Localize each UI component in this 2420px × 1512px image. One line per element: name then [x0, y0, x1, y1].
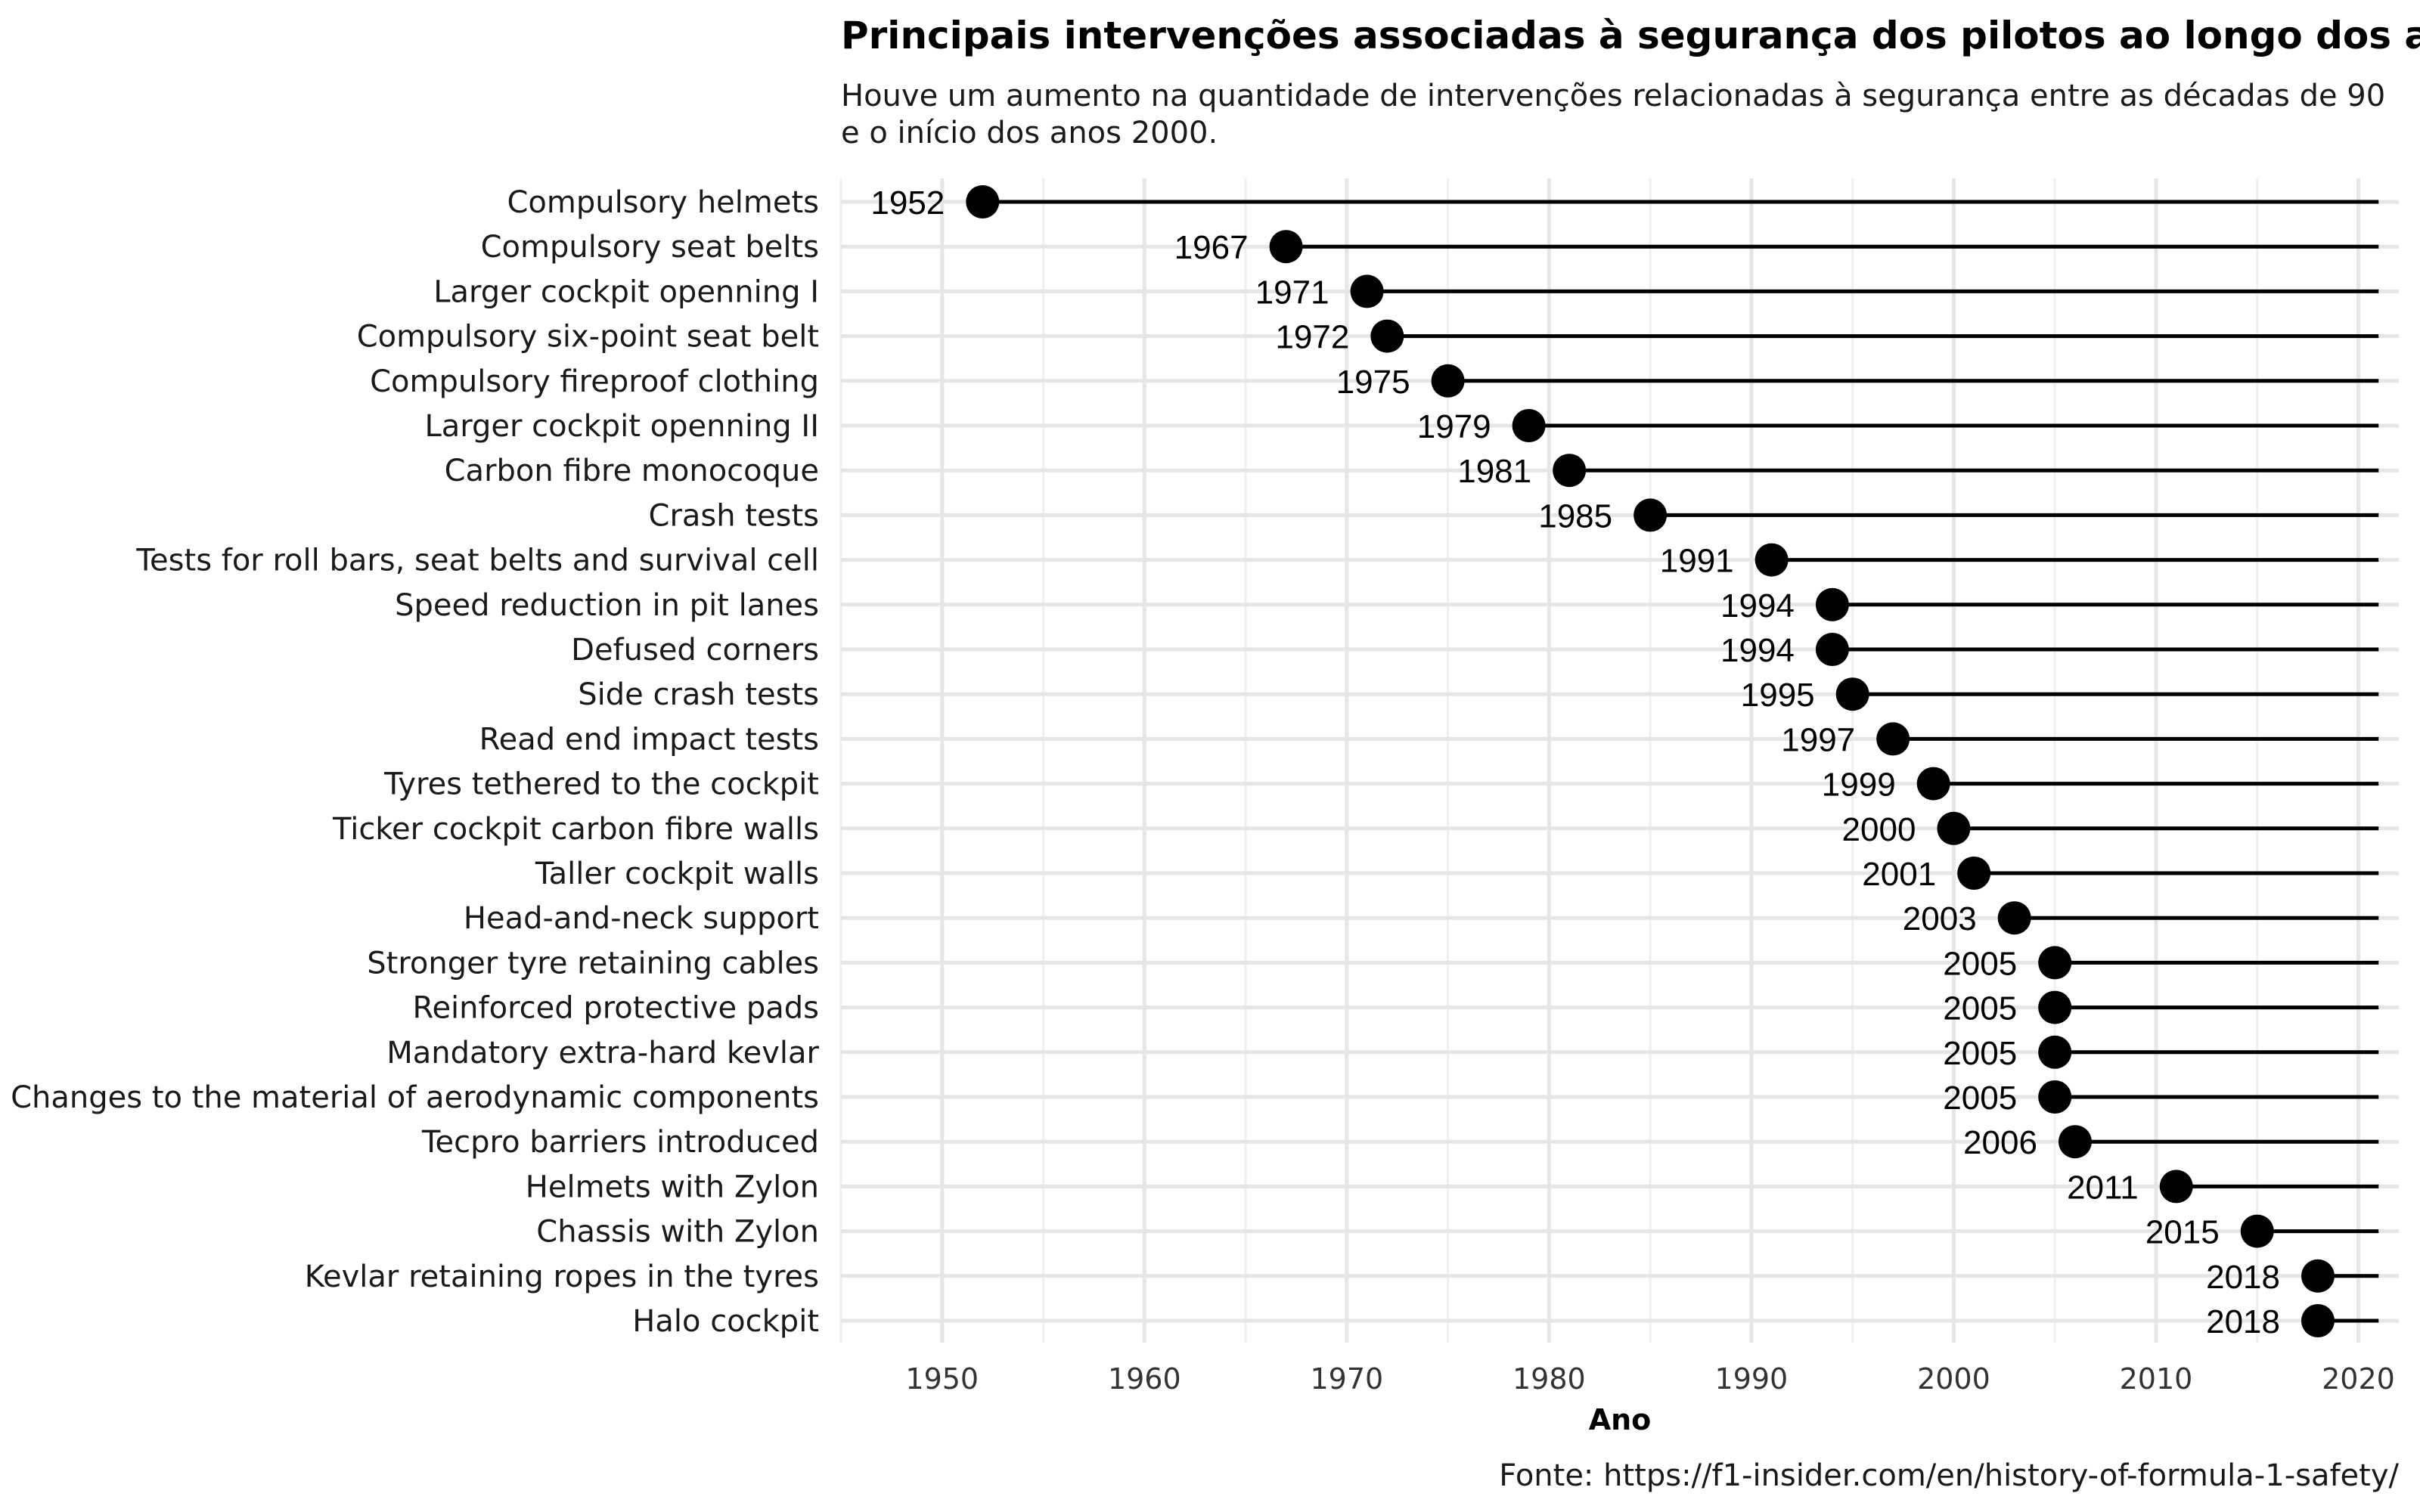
- lollipop-point: [2301, 1304, 2335, 1337]
- y-tick-label: Speed reduction in pit lanes: [395, 588, 819, 623]
- data-label: 1981: [1457, 453, 1531, 490]
- lollipop-point: [1876, 722, 1910, 756]
- lollipop-point: [2240, 1214, 2274, 1248]
- data-label: 1999: [1822, 767, 1896, 804]
- data-label: 1985: [1538, 497, 1612, 534]
- lollipop-point: [1815, 633, 1849, 666]
- data-label: 2011: [2067, 1169, 2139, 1206]
- lollipop-point: [2038, 1080, 2072, 1114]
- data-label: 2005: [1943, 945, 2017, 982]
- lollipop-point: [1916, 767, 1950, 801]
- chart-title: Principais intervenções associadas à seg…: [841, 14, 2420, 57]
- y-tick-label: Chassis with Zylon: [536, 1215, 819, 1250]
- lollipop-point: [1835, 677, 1869, 711]
- y-tick-label: Crash tests: [649, 498, 819, 533]
- y-tick-label: Compulsory fireproof clothing: [370, 364, 819, 399]
- y-tick-label: Tecpro barriers introduced: [421, 1125, 819, 1160]
- x-tick-label: 2020: [2322, 1362, 2395, 1396]
- y-tick-label: Kevlar retaining ropes in the tyres: [305, 1259, 819, 1294]
- lollipop-point: [1937, 811, 1971, 845]
- data-label: 1952: [870, 184, 945, 222]
- data-label: 1979: [1417, 408, 1491, 445]
- lollipop-point: [2301, 1259, 2335, 1293]
- lollipop-point: [2038, 990, 2072, 1024]
- y-tick-label: Side crash tests: [578, 677, 819, 712]
- y-tick-label: Mandatory extra-hard kevlar: [386, 1036, 819, 1070]
- lollipop-point: [1553, 454, 1587, 488]
- y-tick-label: Compulsory seat belts: [481, 230, 819, 265]
- y-axis-labels: Compulsory helmets Compulsory seat belts L…: [11, 185, 819, 1339]
- chart-caption: Fonte: https://f1-insider.com/en/history…: [1499, 1458, 2399, 1493]
- lollipop-point: [2058, 1125, 2092, 1159]
- lollipop-point: [1634, 498, 1668, 532]
- x-tick-label: 2010: [2120, 1362, 2193, 1396]
- lollipop-point: [1754, 543, 1789, 577]
- lollipop-point: [966, 185, 1000, 218]
- y-tick-label: Helmets with Zylon: [526, 1170, 819, 1204]
- data-label: 2001: [1862, 856, 1936, 893]
- lollipop-point: [1997, 901, 2031, 935]
- data-label: 2005: [1943, 990, 2017, 1027]
- data-label: 2006: [1963, 1124, 2037, 1161]
- x-tick-label: 1990: [1715, 1362, 1789, 1396]
- x-axis-title: Ano: [1589, 1403, 1652, 1436]
- lollipop-point: [2159, 1170, 2193, 1204]
- lollipop-point: [1431, 364, 1465, 398]
- x-tick-label: 1950: [905, 1362, 979, 1396]
- chart-subtitle-line-1: Houve um aumento na quantidade de interv…: [841, 79, 2385, 113]
- x-axis-ticks: 1950 1960 1970 1980 1990 2000 2010 2020: [905, 1362, 2394, 1396]
- y-tick-label: Larger cockpit openning II: [424, 409, 819, 444]
- y-tick-label: Stronger tyre retaining cables: [367, 946, 819, 981]
- data-label: 1971: [1255, 274, 1329, 311]
- y-tick-label: Read end impact tests: [479, 722, 819, 757]
- lollipop-point: [1269, 230, 1303, 264]
- data-label: 1994: [1720, 632, 1795, 669]
- y-tick-label: Tests for roll bars, seat belts and surv…: [135, 544, 819, 578]
- x-tick-label: 2000: [1917, 1362, 1990, 1396]
- y-tick-label: Compulsory six-point seat belt: [357, 320, 819, 355]
- lollipop-point: [1350, 274, 1384, 308]
- lollipop-point: [1370, 319, 1404, 353]
- y-tick-label: Reinforced protective pads: [412, 991, 819, 1026]
- data-label: 2003: [1903, 900, 1977, 937]
- chart-subtitle-line-2: e o início dos anos 2000.: [841, 116, 1218, 150]
- y-tick-label: Compulsory helmets: [507, 185, 819, 220]
- lollipop-point: [1815, 587, 1849, 621]
- data-label: 1994: [1720, 587, 1795, 624]
- lollipop-point: [1957, 857, 1991, 890]
- y-tick-label: Taller cockpit walls: [535, 857, 819, 891]
- x-tick-label: 1970: [1310, 1362, 1383, 1396]
- data-label: 2000: [1842, 811, 1916, 848]
- y-tick-label: Larger cockpit openning I: [433, 274, 819, 309]
- lollipop-point: [2038, 1035, 2072, 1069]
- data-label: 2005: [1943, 1035, 2017, 1072]
- y-tick-label: Ticker cockpit carbon fibre walls: [332, 812, 819, 847]
- data-label: 2018: [2206, 1303, 2280, 1340]
- y-tick-label: Defused corners: [571, 633, 819, 668]
- data-label: 1975: [1336, 364, 1410, 401]
- data-label: 1997: [1781, 721, 1855, 758]
- lollipop-point: [1512, 409, 1546, 442]
- y-tick-label: Halo cockpit: [632, 1304, 819, 1339]
- x-tick-label: 1960: [1108, 1362, 1181, 1396]
- data-label: 1972: [1275, 319, 1349, 356]
- data-label: 2015: [2145, 1214, 2220, 1251]
- data-label: 1967: [1174, 229, 1249, 266]
- data-label: 1991: [1660, 543, 1734, 580]
- data-label: 2005: [1943, 1080, 2017, 1117]
- x-tick-label: 1980: [1512, 1362, 1586, 1396]
- y-tick-label: Carbon fibre monocoque: [445, 454, 819, 488]
- lollipop-point: [2038, 946, 2072, 980]
- data-label: 1995: [1741, 677, 1815, 714]
- y-tick-label: Tyres tethered to the cockpit: [383, 767, 819, 802]
- data-label: 2018: [2206, 1259, 2280, 1296]
- y-tick-label: Head-and-neck support: [464, 901, 819, 936]
- y-tick-label: Changes to the material of aerodynamic c…: [11, 1080, 819, 1115]
